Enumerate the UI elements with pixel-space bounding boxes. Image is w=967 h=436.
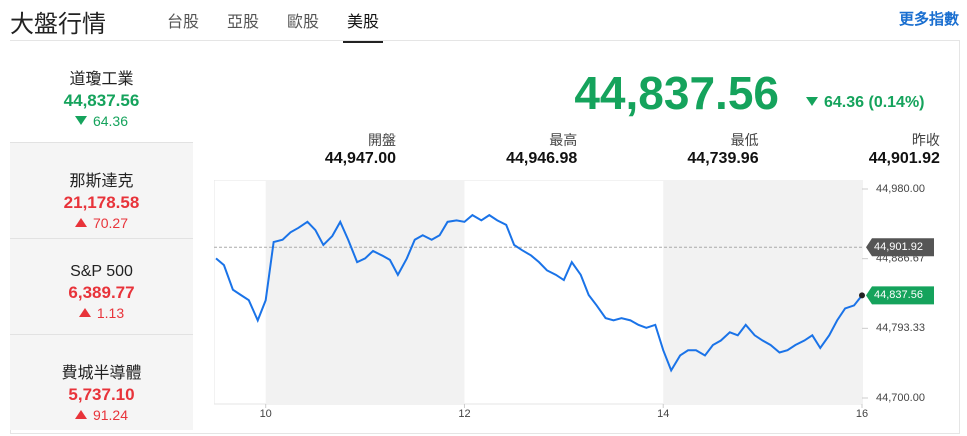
stat-value: 44,901.92 bbox=[868, 150, 940, 167]
index-item[interactable]: 費城半導體 5,737.10 91.24 bbox=[10, 334, 193, 430]
last-label-box bbox=[866, 286, 934, 305]
last-point bbox=[859, 292, 865, 299]
arrow bbox=[74, 116, 87, 125]
index-price: 6,389.77 bbox=[68, 283, 135, 302]
band bbox=[663, 180, 862, 404]
quote-change-text: 64.36 (0.14%) bbox=[824, 94, 925, 111]
change-text: 70.27 bbox=[92, 215, 129, 231]
stat-label: 最高 bbox=[549, 132, 578, 148]
index-price: 5,737.10 bbox=[68, 385, 135, 404]
x-tick-label: 10 bbox=[260, 408, 272, 420]
index-item[interactable]: S&P 500 6,389.77 1.13 bbox=[10, 238, 193, 334]
tab[interactable]: 亞股 bbox=[226, 14, 259, 31]
reference-label-box bbox=[866, 238, 934, 257]
arrow bbox=[78, 308, 91, 317]
y-tick-label: 44,700.00 bbox=[876, 392, 925, 404]
index-item[interactable]: 那斯達克 21,178.58 70.27 bbox=[10, 142, 193, 238]
x-tick-label: 16 bbox=[856, 408, 868, 420]
index-name: 費城半導體 bbox=[61, 365, 142, 382]
change-text: 91.24 bbox=[92, 407, 129, 423]
quote-price: 44,837.56 bbox=[574, 67, 779, 119]
price-line bbox=[215, 213, 863, 373]
index-price: 21,178.58 bbox=[63, 193, 140, 212]
index-name: S&P 500 bbox=[70, 263, 133, 280]
x-tick-label: 12 bbox=[458, 408, 470, 420]
stat-label: 昨收 bbox=[911, 132, 940, 148]
tab[interactable]: 歐股 bbox=[286, 14, 319, 31]
more-link[interactable]: 更多指數 bbox=[898, 11, 959, 28]
page-title: 大盤行情 bbox=[10, 11, 106, 38]
quote-change: 64.36 (0.14%) bbox=[806, 94, 925, 112]
stat-value: 44,946.98 bbox=[506, 150, 578, 167]
tab[interactable]: 美股 bbox=[343, 8, 383, 43]
stat-label: 開盤 bbox=[368, 132, 396, 148]
tab[interactable]: 台股 bbox=[166, 14, 199, 31]
arrow bbox=[74, 410, 87, 419]
index-name: 道瓊工業 bbox=[69, 71, 134, 88]
y-tick-label: 44,793.33 bbox=[876, 322, 925, 334]
reference-label: 44,901.92 bbox=[874, 241, 923, 253]
index-price: 44,837.56 bbox=[63, 91, 140, 110]
last-label: 44,837.56 bbox=[874, 289, 923, 301]
index-change: 1.13 bbox=[10, 305, 193, 321]
index-change: 64.36 bbox=[10, 113, 193, 129]
stat-value: 44,739.96 bbox=[687, 150, 759, 167]
index-item[interactable]: 道瓊工業 44,837.56 64.36 bbox=[10, 41, 193, 142]
change-text: 64.36 bbox=[92, 113, 129, 129]
change-text: 1.13 bbox=[96, 305, 125, 321]
index-name: 那斯達克 bbox=[69, 173, 134, 190]
stat-label: 最低 bbox=[730, 132, 759, 148]
y-tick-label: 44,980.00 bbox=[876, 183, 925, 195]
index-change: 70.27 bbox=[10, 215, 193, 231]
x-tick-label: 14 bbox=[657, 408, 669, 420]
arrow bbox=[74, 218, 87, 227]
index-change: 91.24 bbox=[10, 407, 193, 423]
band bbox=[265, 180, 465, 404]
stat-value: 44,947.00 bbox=[324, 150, 396, 167]
